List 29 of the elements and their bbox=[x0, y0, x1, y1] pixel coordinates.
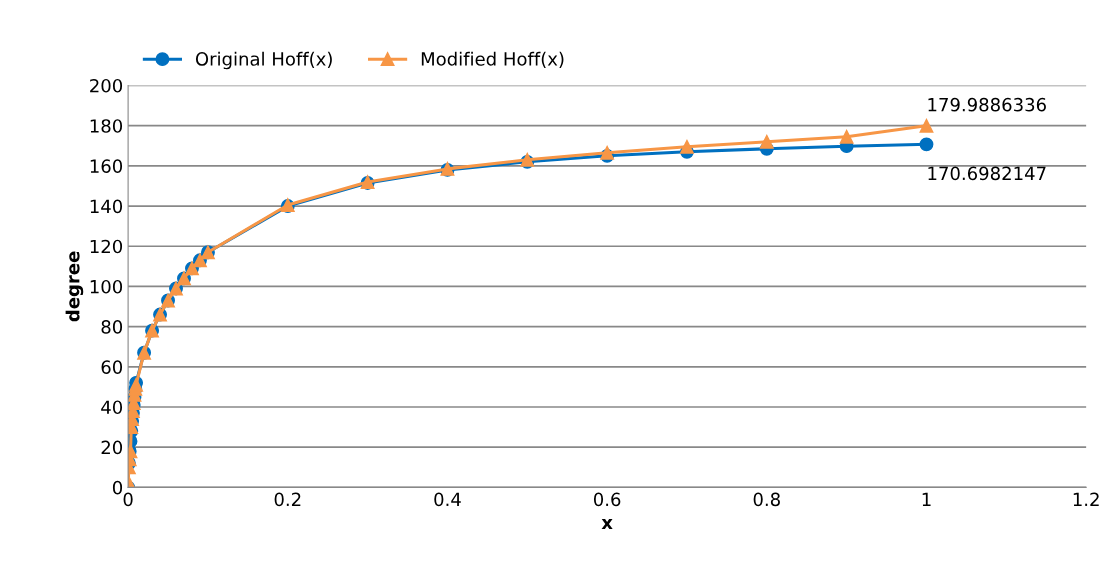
point bbox=[919, 118, 934, 133]
x-tick-label: 0.6 bbox=[593, 492, 621, 507]
y-tick-label: 60 bbox=[101, 360, 123, 374]
annotation: 179.9886336 bbox=[928, 97, 1046, 112]
x-tick-label: 0.8 bbox=[753, 492, 780, 507]
point bbox=[839, 129, 854, 144]
y-tick-label: 100 bbox=[90, 279, 123, 294]
legend-label: Modified Hoff(x) bbox=[421, 51, 564, 68]
x-tick-label: 1 bbox=[922, 492, 931, 506]
y-tick-label: 20 bbox=[101, 440, 123, 455]
x-tick-label: 0.2 bbox=[274, 492, 301, 507]
y-tick-label: 0 bbox=[112, 480, 123, 495]
y-tick-label: 200 bbox=[90, 78, 123, 93]
legend-label: Original Hoff(x) bbox=[195, 51, 332, 70]
y-tick-label: 40 bbox=[101, 400, 123, 415]
y-tick-label: 180 bbox=[90, 119, 123, 133]
point bbox=[680, 139, 694, 154]
x-tick-label: 0.4 bbox=[434, 492, 461, 507]
x-tick-label: 1.2 bbox=[1073, 492, 1099, 506]
x-tick-label: 0 bbox=[123, 492, 133, 507]
annotation: 170.6982147 bbox=[928, 166, 1046, 181]
y-tick-label: 120 bbox=[90, 239, 123, 254]
point bbox=[759, 134, 774, 149]
y-tick-label: 160 bbox=[90, 159, 123, 173]
x-axis-title: x bbox=[601, 519, 613, 529]
y-axis-title: degree bbox=[65, 251, 84, 322]
y-tick-label: 140 bbox=[90, 199, 123, 214]
point bbox=[919, 137, 934, 152]
y-tick-label: 80 bbox=[101, 320, 123, 334]
